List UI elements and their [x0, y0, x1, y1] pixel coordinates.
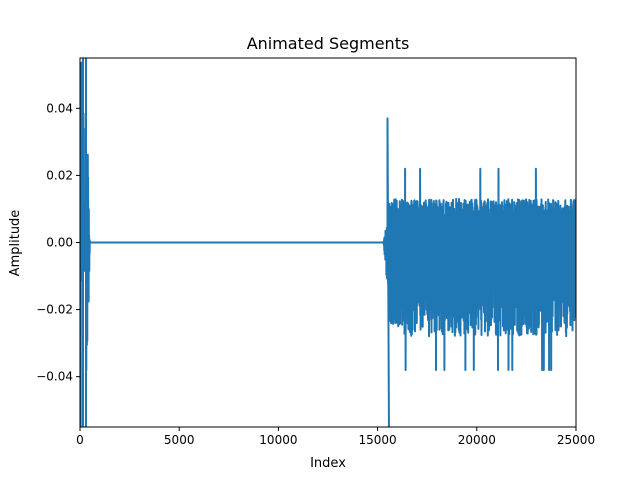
y-tick-label: −0.04	[36, 370, 73, 384]
y-axis: −0.04 −0.02 0.00 0.02 0.04	[36, 101, 80, 384]
y-tick-label: 0.02	[46, 168, 73, 182]
y-axis-label: Amplitude	[8, 210, 23, 277]
x-axis-label: Index	[310, 456, 346, 471]
y-tick-label: 0.04	[46, 101, 73, 115]
series-amplitude-line	[80, 58, 576, 427]
x-tick-label: 25000	[557, 433, 595, 447]
x-tick-label: 5000	[164, 433, 195, 447]
y-tick-label: −0.02	[36, 303, 73, 317]
x-axis: 0 5000 10000 15000 20000 25000	[76, 427, 595, 447]
chart-title: Animated Segments	[247, 34, 410, 53]
amplitude-waveform	[80, 58, 576, 427]
y-tick-label: 0.00	[46, 236, 73, 250]
x-tick-label: 10000	[259, 433, 297, 447]
x-tick-label: 0	[76, 433, 84, 447]
x-tick-label: 15000	[359, 433, 397, 447]
x-tick-label: 20000	[458, 433, 496, 447]
